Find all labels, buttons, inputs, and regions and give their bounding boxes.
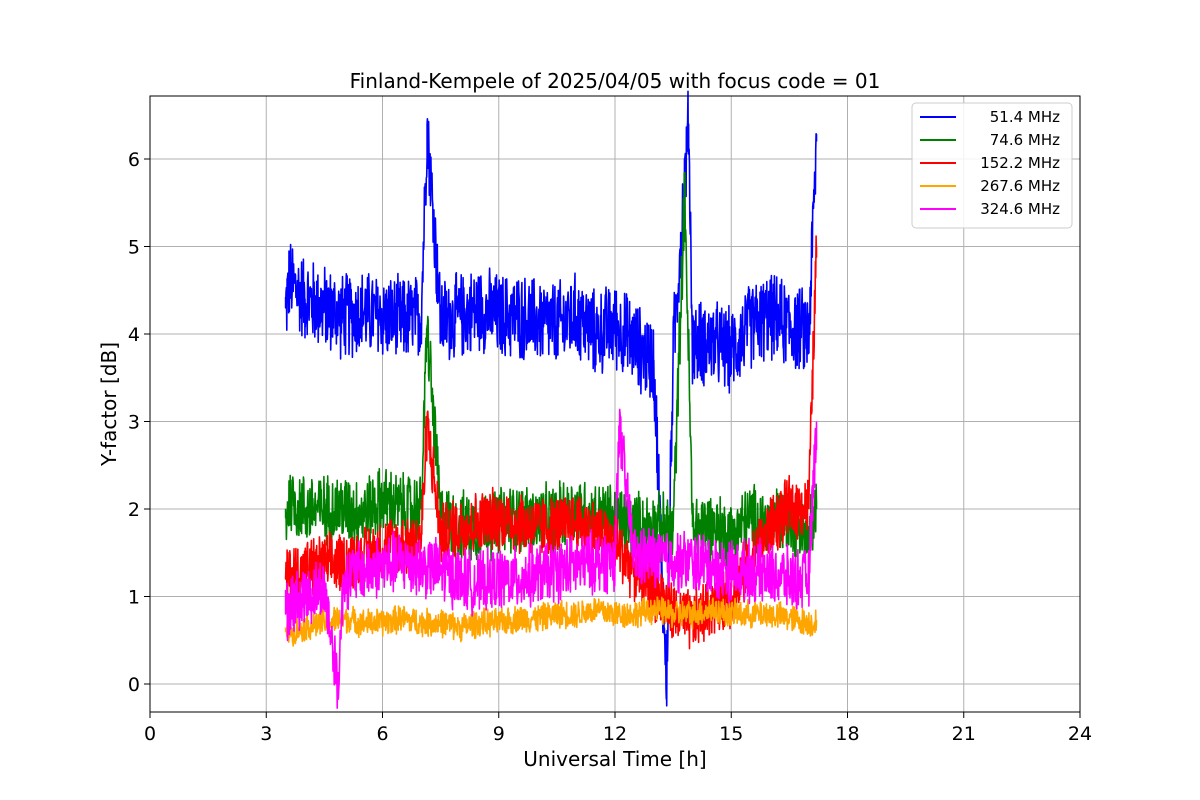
legend-label-3: 267.6 MHz [980, 177, 1060, 195]
legend-label-2: 152.2 MHz [980, 154, 1060, 172]
x-tick-label-2: 6 [376, 723, 388, 745]
y-tick-label-6: 6 [128, 149, 140, 171]
x-tick-label-6: 18 [835, 723, 859, 745]
legend-label-0: 51.4 MHz [990, 108, 1060, 126]
x-tick-label-8: 24 [1068, 723, 1092, 745]
x-axis-label: Universal Time [h] [523, 747, 706, 771]
y-tick-label-2: 2 [128, 499, 140, 521]
x-tick-label-0: 0 [144, 723, 156, 745]
chart-title: Finland-Kempele of 2025/04/05 with focus… [350, 69, 881, 93]
series-line-0 [284, 90, 818, 707]
y-tick-label-5: 5 [128, 237, 140, 259]
x-tick-label-7: 21 [952, 723, 976, 745]
plot-area [284, 90, 818, 709]
x-tick-label-5: 15 [719, 723, 743, 745]
series-line-3 [284, 596, 818, 647]
legend: 51.4 MHz 74.6 MHz 152.2 MHz 267.6 MHz 324.6 … [911, 102, 1073, 229]
y-tick-label-0: 0 [128, 674, 140, 696]
y-tick-label-4: 4 [128, 324, 140, 346]
legend-label-4: 324.6 MHz [980, 200, 1060, 218]
legend-box [911, 102, 1073, 229]
x-tick-label-1: 3 [260, 723, 272, 745]
y-tick-label-1: 1 [128, 587, 140, 609]
series-line-4 [284, 408, 818, 709]
y-axis-label: Y-factor [dB] [97, 342, 121, 467]
x-tick-label-4: 12 [603, 723, 627, 745]
y-tick-label-3: 3 [128, 412, 140, 434]
x-tick-label-3: 9 [493, 723, 505, 745]
legend-label-1: 74.6 MHz [990, 131, 1060, 149]
